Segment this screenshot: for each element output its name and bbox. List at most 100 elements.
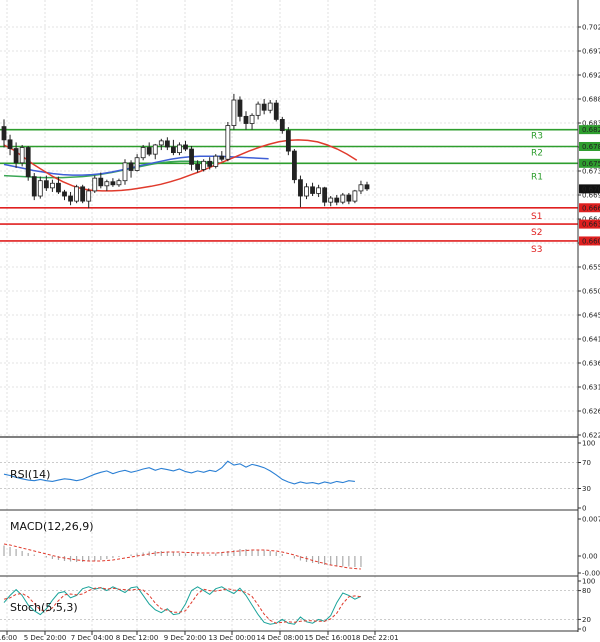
macd-panel: MACD(12,26,9) [3,520,362,570]
level-price-box [579,158,600,168]
y-tick-label: 0.6222 [582,432,600,440]
candle-up [86,190,92,202]
stoch-tick-label: 20 [582,616,591,624]
candle-up [231,99,237,126]
macd-signal-line [3,543,361,570]
level-price-box [579,141,600,151]
candle-down [207,160,213,167]
level-price-box [579,219,600,229]
macd-tick-label: 0.00 [582,553,598,561]
candle-up [304,186,309,197]
candle-down [62,191,67,197]
candle-down [164,140,170,148]
x-tick-label: 18 Dec 22:01 [351,634,398,642]
level-name-r2: R2 [531,148,543,158]
macd-label: MACD(12,26,9) [10,520,94,533]
y-tick-label: 0.7021 [582,24,600,32]
stoch-d-line [3,587,361,624]
y-tick-label: 0.6645 [582,216,600,224]
rsi-label: RSI(14) [10,468,50,481]
y-tick-label: 0.6316 [582,384,600,392]
candle-up [255,103,261,116]
candle-up [225,125,231,160]
candle-up [104,181,110,187]
x-tick-label: 13 Dec 00:00 [208,634,255,642]
candle-down [298,179,303,197]
rsi-tick-label: 100 [582,440,595,448]
macd-tick-label: 0.0074 [582,516,600,524]
x-tick-label: 14 Dec 08:00 [256,634,303,642]
candle-down [334,197,340,203]
candle-down [1,126,7,141]
candle-up [316,187,322,194]
level-name-s2: S2 [531,228,542,238]
x-tick-label: 8 Dec 12:00 [116,634,159,642]
y-tick-label: 0.6551 [582,264,600,272]
main-price-panel: R3 R2 R1 S1 S2 S3 [0,93,578,255]
candle-down [291,150,297,181]
candle-down [243,115,249,124]
candle-down [128,162,134,171]
candle-up [340,194,346,203]
candle-down [110,181,116,186]
y-tick-label: 0.6692 [582,192,600,200]
candle-up [152,144,158,155]
stoch-tick-label: 80 [582,587,591,595]
candle-down [68,195,73,202]
rsi-panel: RSI(14) [0,460,578,489]
y-tick-label: 0.6363 [582,360,600,368]
candle-down [237,99,243,117]
candle-up [201,160,207,170]
y-tick-label: 0.6833 [582,120,600,128]
candle-down [98,177,104,187]
candle-up [19,147,25,164]
y-tick-label: 0.6739 [582,168,600,176]
current-price-box [579,184,600,194]
level-price-label: 0.6635 [582,221,600,229]
candle-down [80,186,86,202]
rsi-tick-label: 0 [582,505,586,513]
candle-down [189,148,194,165]
candle-up [116,180,122,186]
level-price-label: 0.6754 [582,160,600,168]
stoch-tick-label: 100 [582,578,595,586]
y-tick-label: 0.6927 [582,72,600,80]
level-price-label: 0.6667 [582,204,600,212]
level-name-s3: S3 [531,245,542,255]
candle-down [273,102,279,120]
stoch-label: Stoch(5,5,3) [10,601,78,614]
x-tick-label: 16:00 [0,634,17,642]
candle-down [219,155,225,160]
rsi-line [3,460,355,485]
candle-up [213,155,219,167]
candle-up [37,180,43,197]
candle-down [43,180,49,189]
rsi-tick-label: 70 [582,459,591,467]
candle-down [183,144,188,150]
plot-background [0,0,578,632]
stochastic-panel: Stoch(5,5,3) [0,586,578,625]
level-price-label: 0.6787 [582,143,600,151]
candle-up [134,157,140,171]
candle-up [122,162,128,182]
candle-up [249,114,255,124]
candle-up [92,177,98,192]
level-name-s1: S1 [531,212,542,222]
candle-down [56,182,61,193]
candle-down [13,148,19,164]
candle-up [74,186,79,202]
candle-down [322,187,328,203]
candle-down [279,119,285,132]
candle-up [352,190,358,202]
x-tick-label: 15 Dec 16:00 [304,634,351,642]
stoch-k-line [3,586,362,625]
macd-tick-label: -0.0034 [582,570,600,578]
candle-down [195,163,201,170]
x-tick-label: 9 Dec 20:00 [164,634,207,642]
candle-up [50,182,55,189]
ma-red-line [3,139,358,192]
level-price-box [579,236,600,246]
